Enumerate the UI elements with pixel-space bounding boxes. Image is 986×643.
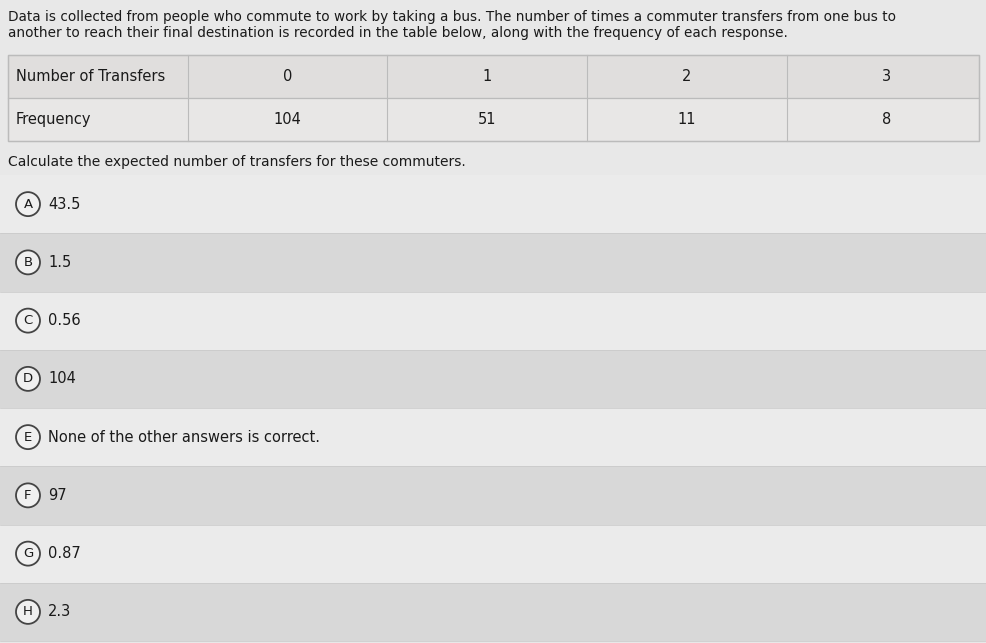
Text: 104: 104 [273, 112, 301, 127]
Text: 2.3: 2.3 [48, 604, 71, 619]
Text: B: B [24, 256, 33, 269]
Text: F: F [25, 489, 32, 502]
Text: Frequency: Frequency [16, 112, 92, 127]
Text: G: G [23, 547, 34, 560]
Text: 0.56: 0.56 [48, 313, 81, 328]
Text: D: D [23, 372, 33, 385]
Text: 8: 8 [881, 112, 890, 127]
Text: 104: 104 [48, 372, 76, 386]
Text: 97: 97 [48, 488, 67, 503]
Text: Data is collected from people who commute to work by taking a bus. The number of: Data is collected from people who commut… [8, 10, 895, 24]
Text: 43.5: 43.5 [48, 197, 80, 212]
Text: H: H [23, 605, 33, 619]
Text: 1.5: 1.5 [48, 255, 71, 270]
Text: A: A [24, 197, 33, 211]
Text: 11: 11 [677, 112, 695, 127]
Text: 1: 1 [482, 69, 491, 84]
Text: None of the other answers is correct.: None of the other answers is correct. [48, 430, 319, 444]
Text: Number of Transfers: Number of Transfers [16, 69, 165, 84]
Text: E: E [24, 431, 33, 444]
Text: C: C [24, 314, 33, 327]
Text: 0: 0 [283, 69, 292, 84]
Text: 2: 2 [681, 69, 691, 84]
Text: 3: 3 [881, 69, 890, 84]
Text: 51: 51 [477, 112, 496, 127]
Text: another to reach their final destination is recorded in the table below, along w: another to reach their final destination… [8, 26, 787, 40]
Text: Calculate the expected number of transfers for these commuters.: Calculate the expected number of transfe… [8, 155, 465, 169]
Text: 0.87: 0.87 [48, 546, 81, 561]
